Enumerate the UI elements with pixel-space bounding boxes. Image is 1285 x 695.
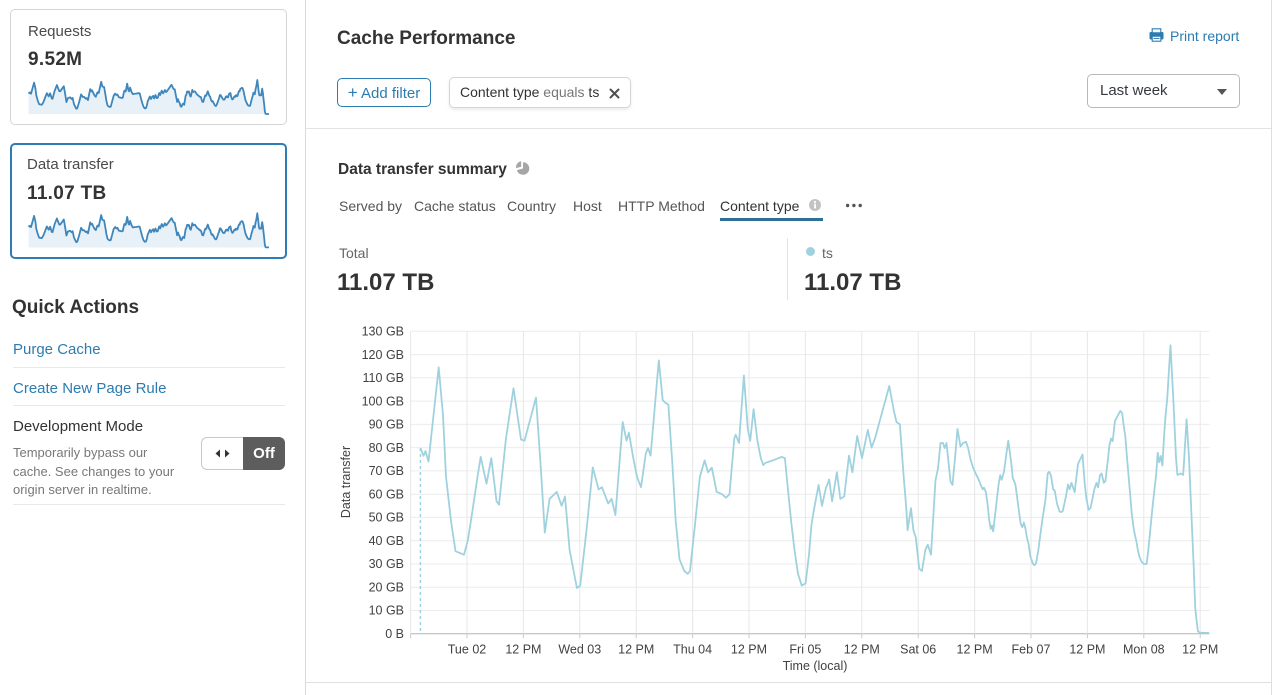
svg-text:Time (local): Time (local) [783, 659, 848, 673]
svg-text:12 PM: 12 PM [731, 643, 767, 657]
svg-text:100 GB: 100 GB [362, 394, 404, 408]
svg-text:Wed 03: Wed 03 [558, 643, 601, 657]
svg-text:60 GB: 60 GB [369, 487, 404, 501]
svg-text:12 PM: 12 PM [618, 643, 654, 657]
svg-text:Sat 06: Sat 06 [900, 643, 936, 657]
svg-text:Data transfer: Data transfer [339, 446, 353, 518]
svg-text:0 B: 0 B [385, 627, 404, 641]
svg-text:70 GB: 70 GB [369, 464, 404, 478]
svg-text:30 GB: 30 GB [369, 557, 404, 571]
svg-text:40 GB: 40 GB [369, 534, 404, 548]
svg-text:90 GB: 90 GB [369, 418, 404, 432]
svg-text:20 GB: 20 GB [369, 581, 404, 595]
svg-text:12 PM: 12 PM [957, 643, 993, 657]
svg-text:10 GB: 10 GB [369, 604, 404, 618]
svg-text:12 PM: 12 PM [1069, 643, 1105, 657]
svg-text:Tue 02: Tue 02 [448, 643, 487, 657]
svg-text:12 PM: 12 PM [844, 643, 880, 657]
svg-text:Fri 05: Fri 05 [789, 643, 821, 657]
svg-text:110 GB: 110 GB [363, 371, 404, 385]
svg-text:Feb 07: Feb 07 [1012, 643, 1051, 657]
svg-text:80 GB: 80 GB [369, 441, 404, 455]
svg-text:Mon 08: Mon 08 [1123, 643, 1165, 657]
svg-text:12 PM: 12 PM [505, 643, 541, 657]
svg-text:12 PM: 12 PM [1182, 643, 1218, 657]
svg-text:130 GB: 130 GB [362, 325, 404, 339]
svg-text:120 GB: 120 GB [362, 348, 404, 362]
svg-text:50 GB: 50 GB [369, 511, 404, 525]
svg-text:Thu 04: Thu 04 [673, 643, 712, 657]
